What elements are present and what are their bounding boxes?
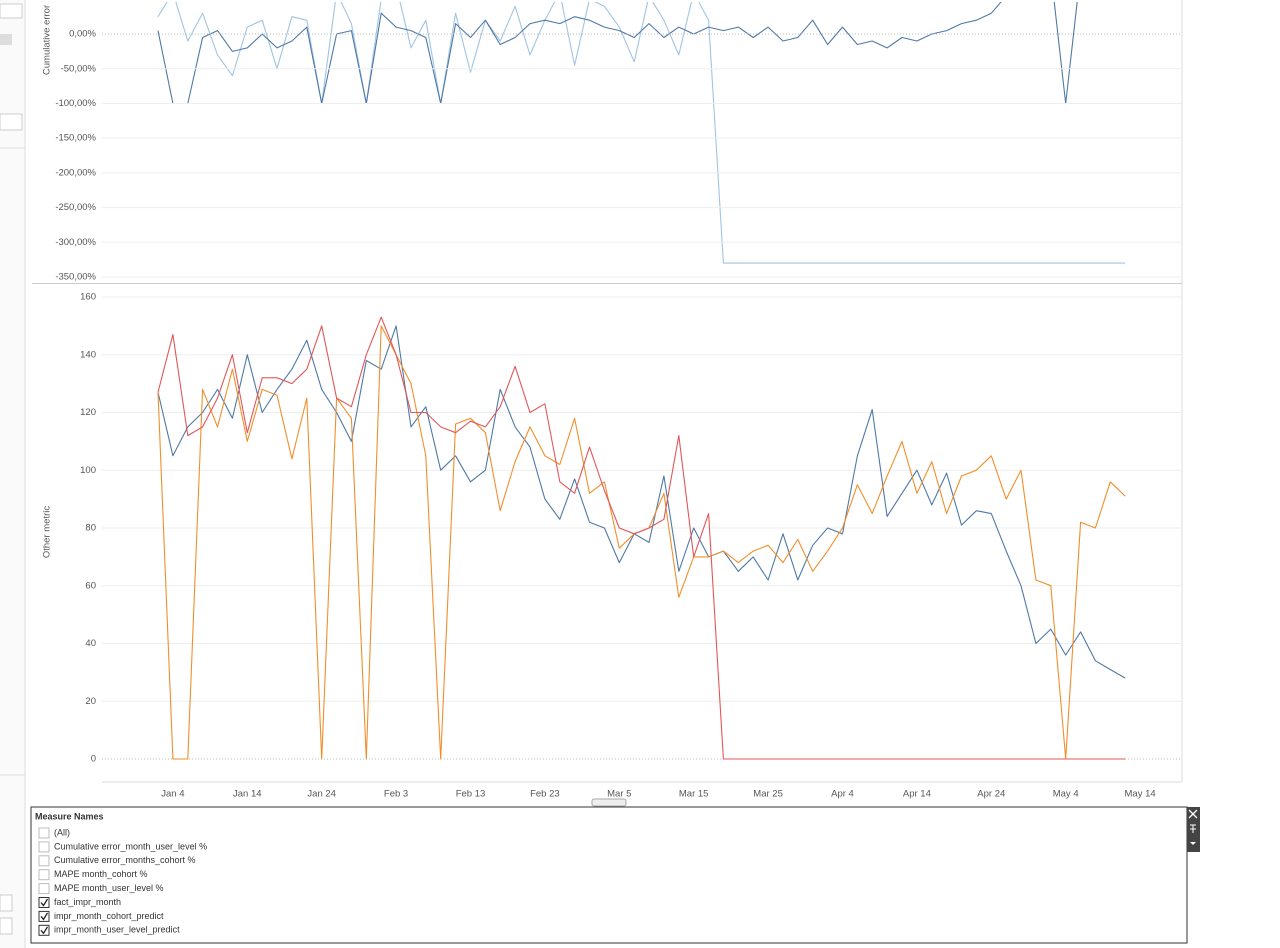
y-axis-title: Other metric <box>42 506 53 559</box>
x-tick-label: Apr 24 <box>977 789 1005 800</box>
x-tick-label: May 14 <box>1125 789 1156 800</box>
filter-item-label: fact_impr_month <box>54 897 121 907</box>
check-mark <box>40 898 49 907</box>
filter-item-label: MAPE month_user_level % <box>54 883 164 893</box>
checkbox[interactable] <box>38 827 50 839</box>
y-tick-label: 60 <box>85 580 96 591</box>
y-tick-label: 0 <box>91 754 96 765</box>
filter-panel <box>30 806 1188 944</box>
x-tick-label: Apr 14 <box>903 789 931 800</box>
x-tick-label: Apr 4 <box>831 789 854 800</box>
series-line <box>157 2 1126 264</box>
x-tick-label: Jan 4 <box>161 789 184 800</box>
series-line <box>157 325 1126 679</box>
y-tick-label: 40 <box>85 638 96 649</box>
y-axis-title: Cumulative error <box>42 5 53 75</box>
series-line <box>157 316 1126 760</box>
y-tick-label: 20 <box>85 696 96 707</box>
checkbox[interactable] <box>38 841 50 853</box>
close-icon[interactable] <box>1188 809 1198 819</box>
sidebar-input[interactable] <box>0 894 13 912</box>
y-tick-label: -250,00% <box>55 202 96 213</box>
x-tick-label: May 4 <box>1053 789 1079 800</box>
x-tick-label: Feb 13 <box>456 789 486 800</box>
checkbox[interactable] <box>38 883 50 895</box>
sidebar <box>0 0 25 948</box>
x-tick-label: Mar 15 <box>679 789 709 800</box>
y-tick-label: 120 <box>80 407 96 418</box>
check-mark <box>40 926 49 935</box>
y-tick-label: 100 <box>80 465 96 476</box>
filter-item-label: Cumulative error_month_user_level % <box>54 841 207 851</box>
checkbox[interactable] <box>38 897 50 908</box>
y-tick-label: -50,00% <box>61 63 97 74</box>
y-tick-label: 160 <box>80 292 96 303</box>
sidebar-button[interactable] <box>0 34 12 45</box>
checkbox[interactable] <box>38 910 50 922</box>
check-mark <box>40 912 49 921</box>
menu-icon[interactable] <box>1190 842 1196 845</box>
filter-item-label: impr_month_cohort_predict <box>54 911 164 921</box>
y-tick-label: 0,00% <box>69 29 96 40</box>
filter-item-label: impr_month_user_level_predict <box>54 925 180 935</box>
x-tick-label: Mar 25 <box>753 789 783 800</box>
filter-item-label: (All) <box>54 827 70 837</box>
y-tick-label: -100,00% <box>55 98 96 109</box>
x-tick-label: Mar 5 <box>607 789 631 800</box>
y-tick-label: 80 <box>85 523 96 534</box>
filter-item-label: MAPE month_cohort % <box>54 869 148 879</box>
filter-title: Measure Names <box>35 811 104 821</box>
x-tick-label: Jan 14 <box>233 789 262 800</box>
pin-icon[interactable] <box>1190 824 1196 833</box>
y-tick-label: -350,00% <box>55 272 96 283</box>
y-tick-label: -150,00% <box>55 133 96 144</box>
checkbox[interactable] <box>38 855 50 867</box>
y-tick-label: -200,00% <box>55 167 96 178</box>
y-tick-label: -300,00% <box>55 237 96 248</box>
sidebar-dropdown[interactable] <box>0 3 23 19</box>
resize-handle[interactable] <box>591 798 627 807</box>
filter-item-label: Cumulative error_months_cohort % <box>54 855 196 865</box>
sidebar-input[interactable] <box>0 917 13 935</box>
x-tick-label: Feb 3 <box>384 789 408 800</box>
top-plot <box>157 2 1126 264</box>
x-tick-label: Jan 24 <box>307 789 336 800</box>
checkbox[interactable] <box>38 924 50 936</box>
x-tick-label: Feb 23 <box>530 789 560 800</box>
series-line <box>157 2 1078 105</box>
series-line <box>157 325 1126 760</box>
sidebar-select[interactable] <box>0 113 23 131</box>
checkbox[interactable] <box>38 869 50 881</box>
y-tick-label: 140 <box>80 349 96 360</box>
